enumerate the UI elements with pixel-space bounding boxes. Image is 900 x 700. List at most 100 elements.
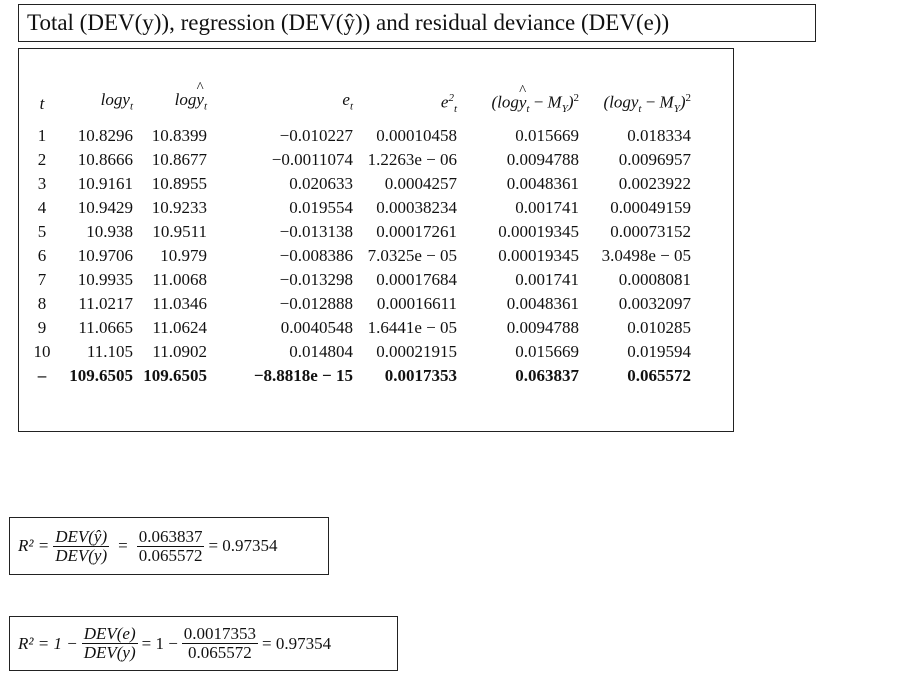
table-cell: 0.00038234 — [376, 198, 457, 218]
table-cell: 0.00010458 — [376, 126, 457, 146]
table-cell: −0.013138 — [279, 222, 353, 242]
formula2-num1: DEV(e) — [81, 624, 138, 644]
formula1-fraction-numeric: 0.063837 0.065572 — [136, 526, 205, 565]
table-cell: 0.00017684 — [376, 270, 457, 290]
table-cell: 8 — [37, 294, 47, 314]
formula2-fraction-numeric: 0.0017353 0.065572 — [181, 624, 259, 662]
header-logy: logyt — [100, 90, 133, 113]
table-row: 1 10.8296 10.8399 −0.010227 0.00010458 0.0156… — [27, 124, 691, 148]
table-cell: 9 — [37, 318, 47, 338]
table-cell: 0.0094788 — [506, 150, 579, 170]
table-cell: 0.00019345 — [498, 246, 579, 266]
table-row: 4 10.9429 10.9233 0.019554 0.00038234 0.00174… — [27, 196, 691, 220]
formula2-mid: = 1 − — [141, 633, 178, 653]
table-cell: 11.0217 — [78, 294, 133, 314]
table-cell: 10 — [33, 342, 51, 362]
table-cell: 0.065572 — [627, 366, 691, 386]
table-header-row: t logyt logyt et e2t (logyt − MY)2 (logy… — [27, 73, 691, 124]
table-cell: 0.018334 — [627, 126, 691, 146]
table-cell: 0.0004257 — [384, 174, 457, 194]
table-cell: −0.010227 — [279, 126, 353, 146]
table-cell: 11.0068 — [152, 270, 207, 290]
table-cell: 11.0902 — [152, 342, 207, 362]
header-e: et — [342, 90, 353, 113]
formula1-fraction-symbolic: DEV(ŷ) DEV(y) — [53, 526, 110, 565]
table-cell: 10.9161 — [77, 174, 133, 194]
table-cell: 11.0624 — [152, 318, 207, 338]
table-cell: 0.019554 — [289, 198, 353, 218]
table-cell: 10.9429 — [77, 198, 133, 218]
table-cell: 109.6505 — [143, 366, 207, 386]
formula2-result: = 0.97354 — [262, 633, 332, 653]
title-text: Total (DEV(y)), regression (DEV(ŷ)) and … — [27, 10, 670, 35]
header-e-squared: e2t — [440, 92, 457, 116]
r-squared-formula-residual: R² = 1 − DEV(e) DEV(y) = 1 − 0.0017353 0… — [9, 616, 398, 671]
table-cell: −0.012888 — [279, 294, 353, 314]
table-cell: 6 — [37, 246, 47, 266]
table-cell: 0.0032097 — [618, 294, 691, 314]
table-cell: 3.0498e − 05 — [601, 246, 691, 266]
formula2-den2: 0.065572 — [188, 643, 252, 662]
table-cell: 10.9935 — [77, 270, 133, 290]
table-cell: 0.0048361 — [506, 294, 579, 314]
table-row: 5 10.938 10.9511 −0.013138 0.00017261 0.00019… — [27, 220, 691, 244]
formula1-result: = 0.97354 — [208, 536, 278, 555]
table-cell: 0.0096957 — [618, 150, 691, 170]
table-row: 3 10.9161 10.8955 0.020633 0.0004257 0.004836… — [27, 172, 691, 196]
table-cell: 2 — [37, 150, 47, 170]
table-cell: 5 — [37, 222, 47, 242]
table-cell: 0.063837 — [515, 366, 579, 386]
table-row: 8 11.0217 11.0346 −0.012888 0.00016611 0.0048… — [27, 292, 691, 316]
table-cell: 0.0048361 — [506, 174, 579, 194]
formula2-den1: DEV(y) — [83, 643, 136, 662]
table-total-row: – 109.6505 109.6505 −8.8818e − 15 0.0017353 0… — [27, 364, 691, 388]
table-cell: 0.015669 — [515, 342, 579, 362]
table-row: 6 10.9706 10.979 −0.008386 7.0325e − 05 0.000… — [27, 244, 691, 268]
formula1-den1: DEV(y) — [55, 545, 108, 565]
table-cell: 10.8955 — [151, 174, 207, 194]
formula1-num1: DEV(ŷ) — [53, 526, 110, 547]
table-cell: 0.00016611 — [376, 294, 457, 314]
table-cell: 0.0094788 — [506, 318, 579, 338]
table-cell: 0.0008081 — [618, 270, 691, 290]
table-cell: 7.0325e − 05 — [367, 246, 457, 266]
table-cell: 0.020633 — [289, 174, 353, 194]
table-cell: 0.001741 — [515, 198, 579, 218]
table-cell: 0.00019345 — [498, 222, 579, 242]
table-title: Total (DEV(y)), regression (DEV(ŷ)) and … — [18, 4, 816, 42]
deviance-table: t logyt logyt et e2t (logyt − MY)2 (logy… — [27, 73, 692, 388]
formula1-den2: 0.065572 — [138, 545, 203, 565]
table-cell: 3 — [37, 174, 47, 194]
table-cell: 0.015669 — [515, 126, 579, 146]
formula1-num2: 0.063837 — [136, 526, 205, 547]
table-cell: 109.6505 — [69, 366, 133, 386]
table-cell: – — [37, 366, 47, 386]
table-cell: 10.8399 — [151, 126, 207, 146]
table-cell: 11.105 — [86, 342, 133, 362]
table-cell: 0.00049159 — [610, 198, 691, 218]
table-cell: 10.9233 — [151, 198, 207, 218]
table-cell: 0.019594 — [627, 342, 691, 362]
table-cell: 0.001741 — [515, 270, 579, 290]
table-cell: 10.8677 — [151, 150, 207, 170]
header-total-dev: (logyt − MY)2 — [603, 92, 691, 116]
table-cell: 0.00073152 — [610, 222, 691, 242]
table-row: 2 10.8666 10.8677 −0.0011074 1.2263e − 06 0.0… — [27, 148, 691, 172]
table-cell: 0.00017261 — [376, 222, 457, 242]
table-row: 9 11.0665 11.0624 0.0040548 1.6441e − 05 0.00… — [27, 316, 691, 340]
table-cell: 10.9706 — [77, 246, 133, 266]
table-cell: 10.8296 — [77, 126, 133, 146]
table-cell: 10.9511 — [152, 222, 207, 242]
deviance-table-box: t logyt logyt et e2t (logyt − MY)2 (logy… — [18, 48, 734, 432]
table-cell: −0.0011074 — [271, 150, 353, 170]
table-cell: 0.010285 — [627, 318, 691, 338]
table-cell: 1 — [37, 126, 47, 146]
formula2-num2: 0.0017353 — [181, 624, 259, 644]
header-logyhat: logyt — [133, 73, 207, 124]
table-cell: 10.938 — [86, 222, 133, 242]
table-cell: 0.00021915 — [376, 342, 457, 362]
r-squared-formula-regression: R² = DEV(ŷ) DEV(y) = 0.063837 0.065572 =… — [9, 517, 329, 575]
formula2-lhs: R² = 1 − — [18, 633, 78, 653]
table-cell: 0.0023922 — [618, 174, 691, 194]
table-cell: 0.0017353 — [384, 366, 457, 386]
